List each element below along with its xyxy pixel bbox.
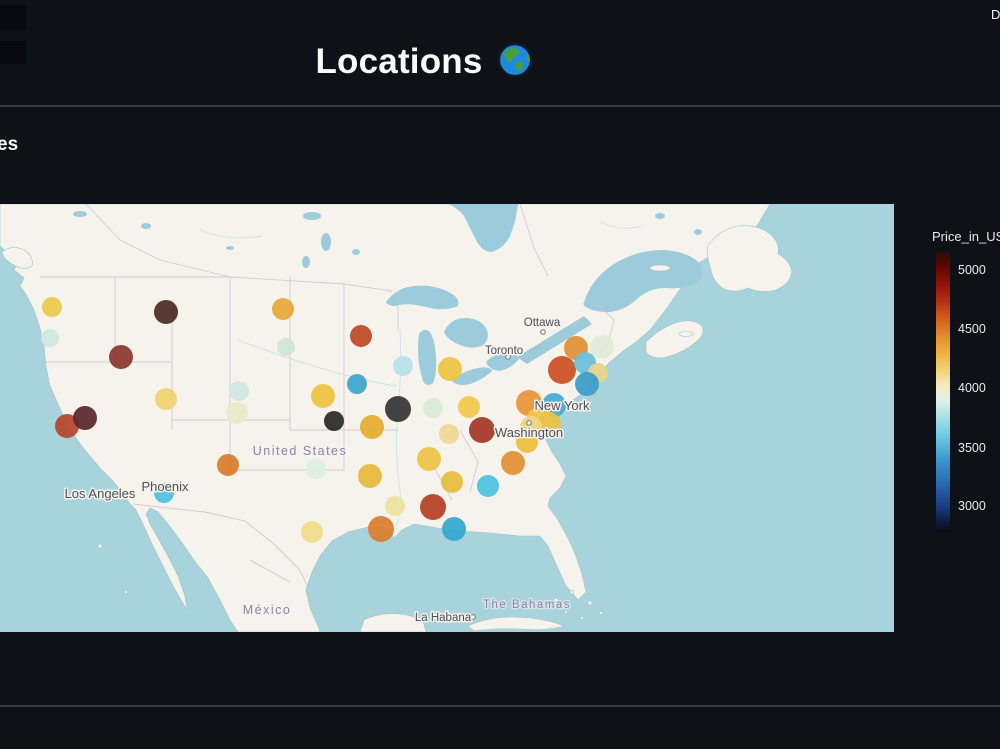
globe-americas-icon	[497, 42, 533, 87]
section-heading-fragment: es	[0, 134, 19, 155]
map-point[interactable]	[277, 338, 295, 356]
header-divider	[0, 105, 1000, 107]
region-label: United States	[253, 444, 348, 458]
map-point[interactable]	[311, 384, 335, 408]
continent-landmass	[0, 204, 771, 632]
map-point[interactable]	[229, 381, 249, 401]
footer-divider	[0, 705, 1000, 707]
map-labels-layer: Ottawa Toronto New York Washington Phoenix Lo…	[63, 316, 591, 626]
region-label: The Bahamas	[483, 599, 571, 611]
map-point[interactable]	[154, 300, 178, 324]
map-point[interactable]	[350, 325, 372, 347]
map-point[interactable]	[226, 402, 248, 424]
region-label: México	[243, 603, 292, 617]
city-label: Toronto	[485, 345, 523, 357]
city-label: Los Angeles	[65, 486, 136, 501]
city-label: Phoenix	[142, 479, 189, 494]
map-point[interactable]	[358, 464, 382, 488]
lakes-and-bays	[73, 204, 703, 386]
map-point[interactable]	[575, 372, 599, 396]
city-marker	[505, 354, 511, 360]
map-point[interactable]	[368, 516, 394, 542]
map-point[interactable]	[438, 357, 462, 381]
map-point[interactable]	[477, 475, 499, 497]
map-point[interactable]	[272, 298, 294, 320]
map-point[interactable]	[360, 415, 384, 439]
map-point[interactable]	[458, 396, 480, 418]
city-label: New York	[535, 398, 590, 413]
map-point[interactable]	[385, 396, 411, 422]
islands	[1, 225, 793, 632]
map-point[interactable]	[516, 431, 538, 453]
map-point[interactable]	[41, 329, 59, 347]
map-point[interactable]	[548, 356, 576, 384]
map-point[interactable]	[154, 483, 174, 503]
map-point[interactable]	[73, 406, 97, 430]
city-label: La Habana	[415, 612, 472, 624]
sidebar-edge-artifact-top	[0, 5, 26, 30]
map-point[interactable]	[501, 451, 525, 475]
colorbar-tick-label: 4500	[958, 322, 986, 336]
colorbar-tick-label: 5000	[958, 263, 986, 277]
map-point[interactable]	[109, 345, 133, 369]
map-point[interactable]	[155, 388, 177, 410]
map-point[interactable]	[385, 496, 405, 516]
map-point[interactable]	[393, 356, 413, 376]
map-point[interactable]	[423, 398, 443, 418]
deploy-button[interactable]: D	[991, 7, 1000, 22]
map-points-layer[interactable]	[41, 297, 614, 543]
city-marker	[526, 420, 532, 426]
map-point[interactable]	[537, 412, 561, 436]
map-point[interactable]	[306, 459, 326, 479]
map-point[interactable]	[347, 374, 367, 394]
map-point[interactable]	[301, 521, 323, 543]
map-point[interactable]	[55, 414, 79, 438]
colorbar-gradient	[936, 252, 950, 532]
city-label: Ottawa	[524, 317, 561, 329]
map-point[interactable]	[469, 417, 495, 443]
locations-map[interactable]: Ottawa Toronto New York Washington Phoenix Lo…	[0, 204, 894, 632]
map-point[interactable]	[324, 411, 344, 431]
map-point[interactable]	[439, 424, 459, 444]
city-marker	[470, 614, 476, 620]
city-marker	[540, 329, 546, 335]
map-point[interactable]	[42, 297, 62, 317]
map-markers-layer	[470, 329, 546, 620]
map-point[interactable]	[442, 517, 466, 541]
colorbar-tick-label: 3500	[958, 441, 986, 455]
colorbar-tick-label: 4000	[958, 381, 986, 395]
city-label: Washington	[495, 425, 563, 440]
map-point[interactable]	[420, 494, 446, 520]
map-point[interactable]	[217, 454, 239, 476]
map-point[interactable]	[417, 447, 441, 471]
colorbar-tick-label: 3000	[958, 499, 986, 513]
colorbar-title: Price_in_US	[932, 229, 1000, 244]
map-canvas[interactable]: Ottawa Toronto New York Washington Phoenix Lo…	[0, 204, 894, 632]
page-title-text: Locations	[315, 42, 483, 81]
sidebar-edge-artifact-bottom	[0, 41, 26, 64]
page-title: Locations	[0, 42, 848, 87]
map-point[interactable]	[590, 335, 614, 359]
map-point[interactable]	[441, 471, 463, 493]
